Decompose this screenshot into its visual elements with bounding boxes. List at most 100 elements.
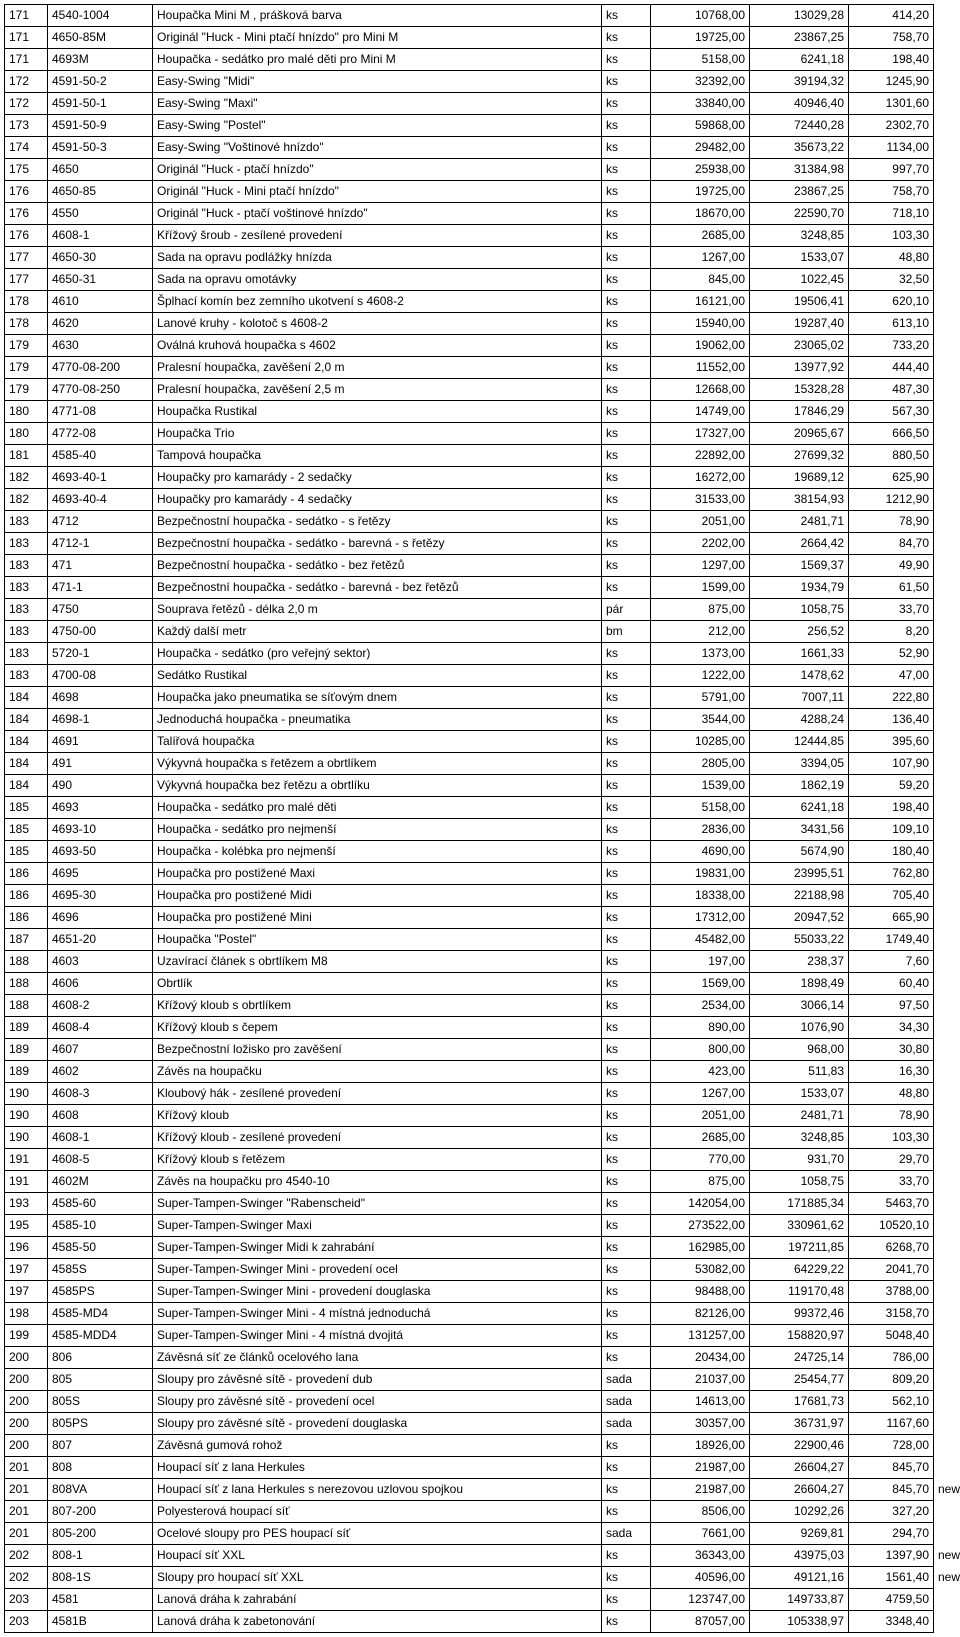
table-cell: 4581	[48, 1589, 153, 1611]
table-cell: 1058,75	[750, 599, 849, 621]
table-cell: 36343,00	[651, 1545, 750, 1567]
table-cell	[934, 1347, 960, 1369]
table-cell: 61,50	[849, 577, 934, 599]
table-cell: 2685,00	[651, 225, 750, 247]
table-cell: Pralesní houpačka, zavěšení 2,0 m	[153, 357, 602, 379]
table-cell: 25454,77	[750, 1369, 849, 1391]
table-row: 1904608-3Kloubový hák - zesílené provede…	[5, 1083, 960, 1105]
table-cell	[934, 445, 960, 467]
table-cell	[934, 797, 960, 819]
table-cell: 21987,00	[651, 1479, 750, 1501]
table-cell: 136,40	[849, 709, 934, 731]
table-cell: 273522,00	[651, 1215, 750, 1237]
table-cell	[934, 555, 960, 577]
table-cell	[934, 1391, 960, 1413]
table-cell: Houpačka Rustikal	[153, 401, 602, 423]
table-cell: Super-Tampen-Swinger Maxi	[153, 1215, 602, 1237]
table-row: 1844698Houpačka jako pneumatika se síťov…	[5, 687, 960, 709]
table-cell: Sada na opravu podlážky hnízda	[153, 247, 602, 269]
table-cell: Houpačka Mini M , prášková barva	[153, 5, 602, 27]
table-cell	[934, 1523, 960, 1545]
table-row: 1974585PSSuper-Tampen-Swinger Mini - pro…	[5, 1281, 960, 1303]
table-cell: 35673,22	[750, 137, 849, 159]
table-cell: 188	[5, 973, 48, 995]
table-cell: 1076,90	[750, 1017, 849, 1039]
table-cell: 180	[5, 423, 48, 445]
table-cell: 330961,62	[750, 1215, 849, 1237]
table-cell: 59,20	[849, 775, 934, 797]
table-cell: 198	[5, 1303, 48, 1325]
table-cell: 4591-50-3	[48, 137, 153, 159]
table-cell: ks	[602, 555, 651, 577]
table-cell: Křížový šroub - zesílené provedení	[153, 225, 602, 247]
table-cell: Houpačka pro postižené Maxi	[153, 863, 602, 885]
table-cell	[934, 181, 960, 203]
table-cell: Lanová dráha k zabetonování	[153, 1611, 602, 1633]
table-cell: 203	[5, 1589, 48, 1611]
table-cell: 84,70	[849, 533, 934, 555]
table-cell: 20434,00	[651, 1347, 750, 1369]
table-cell: 16121,00	[651, 291, 750, 313]
table-cell: 4606	[48, 973, 153, 995]
table-row: 200805Sloupy pro závěsné sítě - proveden…	[5, 1369, 960, 1391]
table-cell: Houpačky pro kamarády - 2 sedačky	[153, 467, 602, 489]
table-cell	[934, 1171, 960, 1193]
table-cell	[934, 1083, 960, 1105]
table-cell: ks	[602, 181, 651, 203]
table-cell: 6241,18	[750, 797, 849, 819]
table-cell: ks	[602, 291, 651, 313]
table-row: 1754650Originál "Huck - ptačí hnízdo"ks2…	[5, 159, 960, 181]
table-cell: ks	[602, 467, 651, 489]
table-cell: 20947,52	[750, 907, 849, 929]
table-cell: 189	[5, 1017, 48, 1039]
table-cell: 49121,16	[750, 1567, 849, 1589]
table-row: 1904608Křížový kloubks2051,002481,7178,9…	[5, 1105, 960, 1127]
table-cell: Easy-Swing "Postel"	[153, 115, 602, 137]
table-cell: 4608-1	[48, 225, 153, 247]
table-cell: 38154,93	[750, 489, 849, 511]
table-cell: ks	[602, 71, 651, 93]
table-cell: 2481,71	[750, 1105, 849, 1127]
table-cell: new	[934, 1545, 960, 1567]
table-cell: 7,60	[849, 951, 934, 973]
table-cell: Houpačky pro kamarády - 4 sedačky	[153, 489, 602, 511]
table-cell: 23867,25	[750, 181, 849, 203]
table-cell: Super-Tampen-Swinger Mini - provedení oc…	[153, 1259, 602, 1281]
table-cell	[934, 1215, 960, 1237]
table-cell: 808	[48, 1457, 153, 1479]
table-row: 201808Houpací síť z lana Herkulesks21987…	[5, 1457, 960, 1479]
table-cell	[934, 1501, 960, 1523]
table-cell: 19287,40	[750, 313, 849, 335]
table-row: 1994585-MDD4Super-Tampen-Swinger Mini - …	[5, 1325, 960, 1347]
table-row: 1824693-40-4Houpačky pro kamarády - 4 se…	[5, 489, 960, 511]
table-cell: 19725,00	[651, 181, 750, 203]
table-cell: 182	[5, 489, 48, 511]
table-cell: ks	[602, 247, 651, 269]
table-cell: Závěs na houpačku pro 4540-10	[153, 1171, 602, 1193]
table-cell: 184	[5, 687, 48, 709]
table-cell	[934, 709, 960, 731]
table-cell: 2302,70	[849, 115, 934, 137]
table-cell: 620,10	[849, 291, 934, 313]
table-cell: 201	[5, 1457, 48, 1479]
table-cell: 29482,00	[651, 137, 750, 159]
table-cell: 43975,03	[750, 1545, 849, 1567]
table-cell: 3066,14	[750, 995, 849, 1017]
table-cell: 201	[5, 1479, 48, 1501]
table-cell: 4608-5	[48, 1149, 153, 1171]
table-cell: 26604,27	[750, 1457, 849, 1479]
table-cell: Originál "Huck - Mini ptačí hnízdo"	[153, 181, 602, 203]
table-cell: sada	[602, 1523, 651, 1545]
table-cell: 185	[5, 797, 48, 819]
table-cell: 158820,97	[750, 1325, 849, 1347]
table-cell: 142054,00	[651, 1193, 750, 1215]
table-cell: 1478,62	[750, 665, 849, 687]
table-cell: 177	[5, 247, 48, 269]
table-cell: 4771-08	[48, 401, 153, 423]
table-cell: 172	[5, 71, 48, 93]
table-cell: 471	[48, 555, 153, 577]
table-cell: 4591-50-9	[48, 115, 153, 137]
table-cell	[934, 1259, 960, 1281]
table-cell: 9269,81	[750, 1523, 849, 1545]
table-row: 1984585-MD4Super-Tampen-Swinger Mini - 4…	[5, 1303, 960, 1325]
